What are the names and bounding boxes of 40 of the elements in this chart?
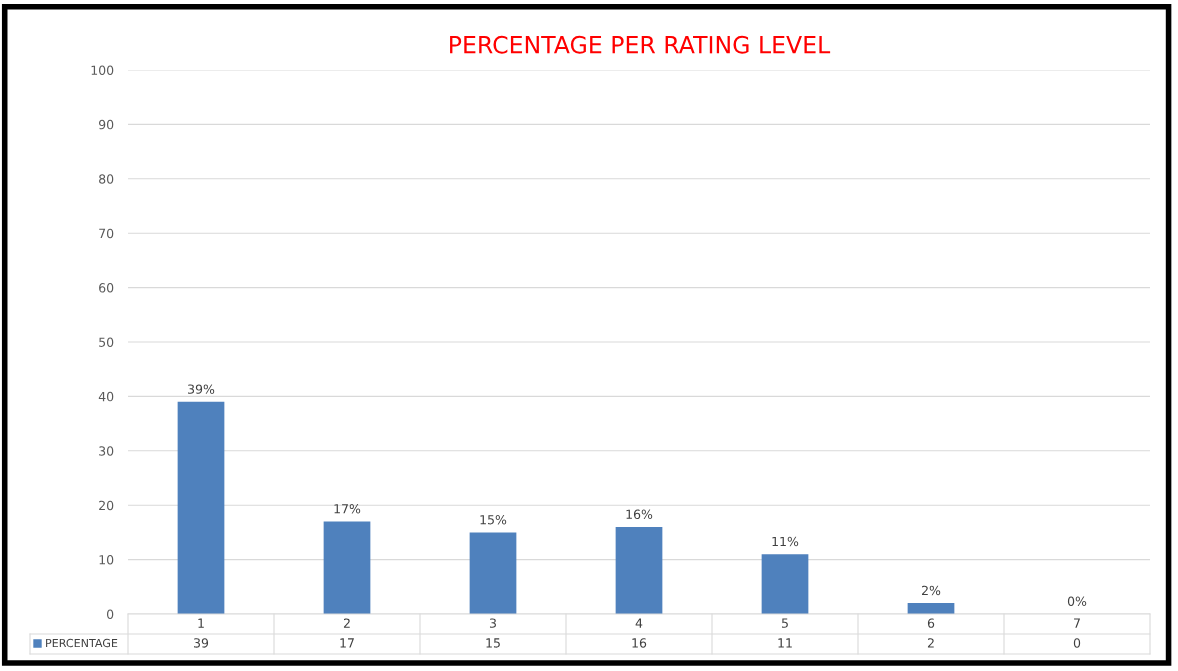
- data-label: 39%: [188, 384, 215, 394]
- x-tick-label: 7: [1074, 618, 1080, 628]
- text: 2: [927, 638, 934, 648]
- y-tick-label: 90: [98, 119, 114, 130]
- y-tick-label: 40: [98, 391, 114, 402]
- chart-title: PERCENTAGE PER RATING LEVEL: [450, 35, 831, 54]
- bar: [323, 521, 371, 614]
- y-tick-label: 0: [106, 609, 114, 619]
- text: 17: [340, 638, 354, 648]
- text: 0: [1073, 638, 1081, 648]
- bar: [761, 554, 809, 614]
- x-tick-label: 6: [927, 618, 935, 628]
- data-label: 2%: [922, 585, 941, 596]
- x-tick-label: 5: [781, 618, 788, 628]
- data-label: 15%: [480, 514, 507, 525]
- text: 16: [632, 638, 647, 648]
- data-label: 17%: [334, 504, 361, 514]
- y-tick-label: 100: [91, 65, 114, 75]
- y-tick-label: 50: [99, 337, 114, 347]
- y-tick-label: 30: [99, 446, 114, 456]
- data-label: 16%: [626, 509, 653, 519]
- text: 39: [194, 638, 209, 648]
- x-tick-label: 2: [343, 618, 350, 628]
- bar: [469, 532, 517, 614]
- text: 11: [778, 638, 792, 648]
- legend-label: PERCENTAGE: [46, 638, 118, 648]
- x-tick-label: 1: [198, 618, 204, 628]
- y-tick-label: 20: [99, 500, 114, 511]
- data-label: 11%: [772, 536, 799, 547]
- y-tick-label: 80: [99, 174, 114, 184]
- bar: [177, 401, 225, 614]
- bar: [907, 603, 955, 614]
- bar: [615, 526, 663, 614]
- y-tick-label: 10: [99, 555, 114, 565]
- x-tick-label: 4: [635, 618, 643, 628]
- y-tick-label: 70: [99, 228, 114, 239]
- text: 15: [486, 638, 500, 648]
- y-tick-label: 60: [99, 283, 114, 293]
- x-tick-label: 3: [489, 618, 496, 628]
- data-label: 0%: [1067, 596, 1087, 607]
